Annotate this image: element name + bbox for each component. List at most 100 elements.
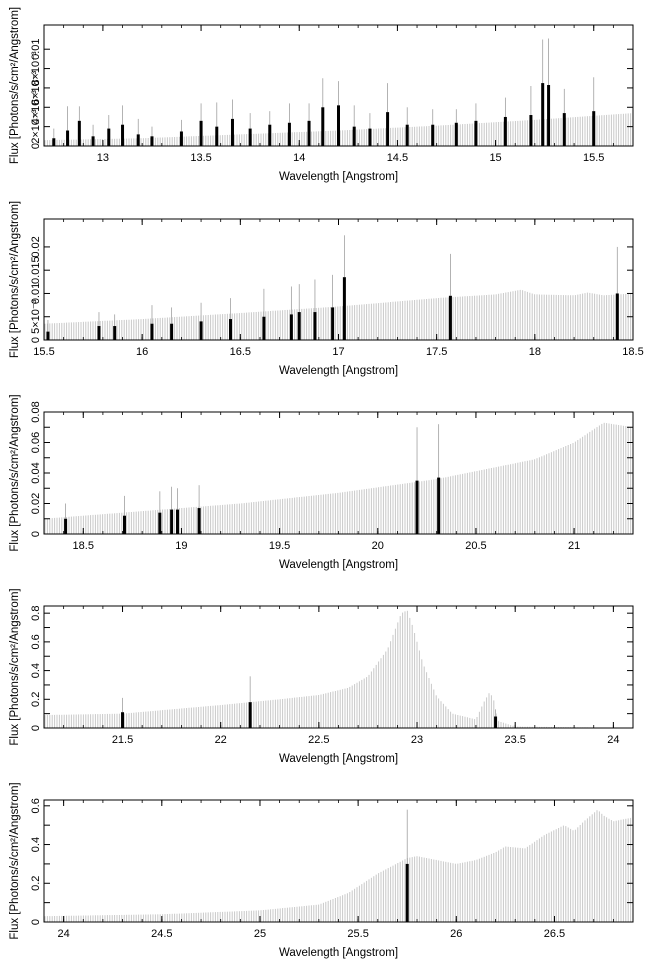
data-bar <box>287 122 291 146</box>
y-tick-label: 0.01 <box>30 38 42 59</box>
y-tick-label: 6×10⁻³ <box>30 70 42 105</box>
data-bar <box>52 138 56 146</box>
x-tick-label: 24 <box>607 734 619 746</box>
data-bar <box>199 120 203 146</box>
y-tick-label: 0 <box>30 919 42 925</box>
x-tick-label: 14 <box>293 152 305 164</box>
y-tick-label: 0.02 <box>30 493 42 514</box>
y-tick-label: 0.015 <box>30 256 42 284</box>
data-bar <box>494 716 498 728</box>
y-tick-label: 0 <box>30 531 42 537</box>
data-bar <box>337 105 340 146</box>
y-tick-label: 0.08 <box>30 401 42 422</box>
x-axis-label: Wavelength [Angstrom] <box>279 947 398 959</box>
data-bar <box>541 83 545 146</box>
data-bar <box>405 863 409 922</box>
data-bar <box>454 122 458 146</box>
y-tick-label: 0 <box>30 143 42 149</box>
data-bar <box>529 115 533 146</box>
y-tick-label: 0.6 <box>30 798 42 813</box>
data-bar <box>352 126 356 146</box>
x-tick-label: 19.5 <box>269 540 290 552</box>
x-tick-label: 18 <box>529 346 541 358</box>
data-points <box>405 809 409 922</box>
data-bar <box>615 293 619 340</box>
data-bar <box>405 124 409 146</box>
x-tick-label: 25 <box>254 928 266 940</box>
data-bar <box>179 131 183 146</box>
data-bar <box>122 515 126 534</box>
panel-1: 13 13.5 14 14.5 15 15.5 02×10⁻³4×10⁻³6×10⁻³8×1… <box>9 7 634 183</box>
y-tick-label: 0.6 <box>30 634 42 649</box>
y-axis-label: Flux [Photons/s/cm²/Angstrom] <box>9 588 21 745</box>
data-bar <box>547 85 551 146</box>
data-bar <box>415 480 419 534</box>
data-bar <box>474 120 478 146</box>
x-axis-label: Wavelength [Angstrom] <box>279 559 398 571</box>
data-bar <box>248 128 252 146</box>
data-bar <box>158 512 162 534</box>
data-bar <box>229 319 233 340</box>
data-bar <box>297 312 301 340</box>
model-spectrum <box>44 610 591 728</box>
x-tick-label: 24 <box>58 928 70 940</box>
data-bar <box>170 509 174 534</box>
data-bar <box>121 124 125 146</box>
data-bar <box>321 107 325 146</box>
x-tick-label: 26.5 <box>544 928 565 940</box>
data-bar <box>342 277 346 340</box>
data-bar <box>313 312 317 340</box>
y-tick-label: 4×10⁻³ <box>30 90 42 125</box>
y-tick-label: 0.4 <box>30 663 42 678</box>
x-tick-label: 13.5 <box>190 152 211 164</box>
data-bar <box>592 111 596 146</box>
data-bar <box>64 518 68 534</box>
x-tick-label: 14.5 <box>387 152 408 164</box>
data-bar <box>448 295 452 340</box>
x-tick-label: 19 <box>175 540 187 552</box>
y-tick-label: 0.2 <box>30 876 42 891</box>
y-axis-label: Flux [Photons/s/cm²/Angstrom] <box>9 201 21 358</box>
x-tick-label: 26 <box>450 928 462 940</box>
data-bar <box>150 323 154 340</box>
y-tick-label: 0.06 <box>30 432 42 453</box>
y-axis-label: Flux [Photons/s/cm²/Angstrom] <box>9 7 21 164</box>
data-bar <box>197 508 201 534</box>
data-points <box>52 38 596 146</box>
y-tick-label: 2×10⁻³ <box>30 109 42 144</box>
data-bar <box>97 326 101 340</box>
model-spectrum <box>44 289 634 340</box>
model-spectrum <box>44 422 634 534</box>
x-axis-label: Wavelength [Angstrom] <box>279 171 398 183</box>
x-tick-label: 16.5 <box>230 346 251 358</box>
x-tick-label: 20.5 <box>465 540 486 552</box>
panel-3: 18.5 19 19.5 20 20.5 21 0 0.02 0.04 0.06 0.08 Wavel… <box>9 394 634 571</box>
y-tick-label: 0.01 <box>30 283 42 304</box>
x-axis-label: Wavelength [Angstrom] <box>279 753 398 765</box>
x-tick-label: 15.5 <box>33 346 54 358</box>
x-tick-label: 20 <box>372 540 384 552</box>
data-bar <box>289 314 293 340</box>
x-tick-label: 13 <box>97 152 109 164</box>
x-tick-label: 24.5 <box>151 928 172 940</box>
y-tick-label: 5×10⁻³ <box>30 299 42 334</box>
y-tick-label: 0.02 <box>30 236 42 257</box>
data-bar <box>437 477 441 534</box>
y-tick-label: 0.4 <box>30 837 42 852</box>
x-tick-label: 23.5 <box>504 734 525 746</box>
panel-4: 21.5 22 22.5 23 23.5 24 0 0.2 0.4 0.6 0.8 Wavelengt… <box>9 588 634 765</box>
y-tick-label: 8×10⁻³ <box>30 51 42 86</box>
data-bar <box>386 112 390 146</box>
data-bar <box>331 307 335 340</box>
data-bar <box>230 118 234 146</box>
y-tick-label: 0.8 <box>30 606 42 621</box>
y-tick-label: 0 <box>30 337 42 343</box>
data-points <box>64 424 441 534</box>
data-bar <box>199 321 203 340</box>
panel-5: 24 24.5 25 25.5 26 26.5 0 0.2 0.4 0.6 Wavelength [… <box>9 782 634 959</box>
data-bar <box>136 134 140 146</box>
data-bar <box>91 136 95 146</box>
model-spectrum <box>44 810 634 922</box>
data-points <box>46 235 619 340</box>
x-tick-label: 16 <box>136 346 148 358</box>
